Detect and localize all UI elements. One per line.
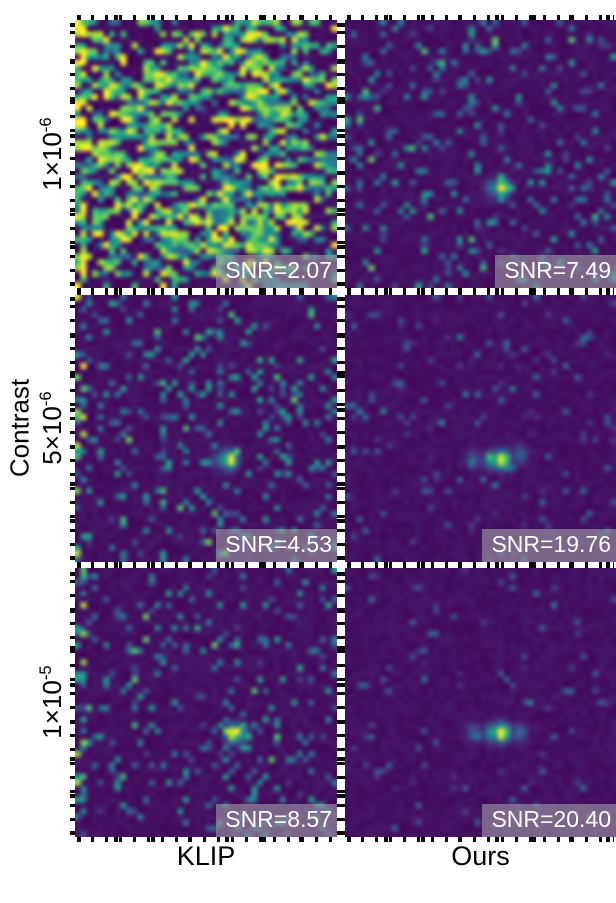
row-label-mantissa: 1×10 (36, 132, 67, 191)
axis-ticks (337, 297, 342, 560)
panel-ours-contrast-5e-6: SNR=19.76 (340, 290, 616, 567)
heatmap-image-klip-1e-5 (75, 568, 337, 837)
heatmap-image-klip-5e-6 (75, 295, 337, 562)
panel-klip-contrast-5e-6: SNR=4.53 (70, 290, 342, 567)
row-label-exponent: -6 (36, 117, 56, 133)
axis-ticks (337, 570, 342, 835)
panel-ours-contrast-1e-6: SNR=7.49 (340, 15, 616, 293)
row-label-contrast-1e-5: 1×10-5 (36, 665, 68, 738)
heatmap-image-ours-1e-5 (345, 568, 616, 837)
axis-ticks (337, 22, 342, 286)
axis-ticks (347, 288, 614, 293)
panel-klip-contrast-1e-5: SNR=8.57 (70, 563, 342, 842)
snr-badge: SNR=2.07 (216, 255, 337, 288)
snr-badge: SNR=4.53 (216, 529, 337, 562)
row-label-mantissa: 1×10 (36, 680, 67, 739)
panel-klip-contrast-1e-6: SNR=2.07 (70, 15, 342, 293)
row-label-exponent: -6 (36, 391, 56, 407)
panel-ours-contrast-1e-5: SNR=20.40 (340, 563, 616, 842)
row-label-contrast-5e-6: 5×10-6 (36, 391, 68, 464)
row-label-mantissa: 5×10 (36, 406, 67, 465)
snr-badge: SNR=7.49 (495, 255, 616, 288)
heatmap-image-ours-5e-6 (345, 295, 616, 562)
axis-ticks (347, 562, 614, 567)
y-axis-label: Contrast (4, 378, 35, 478)
row-label-exponent: -5 (36, 665, 56, 681)
snr-badge: SNR=19.76 (482, 529, 616, 562)
heatmap-image-ours-1e-6 (345, 20, 616, 288)
col-label-klip: KLIP (176, 841, 236, 871)
row-label-contrast-1e-6: 1×10-6 (36, 117, 68, 190)
snr-badge: SNR=20.40 (482, 804, 616, 837)
axis-ticks (77, 562, 335, 567)
col-label-ours: Ours (451, 841, 510, 871)
axis-ticks (77, 288, 335, 293)
heatmap-image-klip-1e-6 (75, 20, 337, 288)
snr-badge: SNR=8.57 (216, 804, 337, 837)
